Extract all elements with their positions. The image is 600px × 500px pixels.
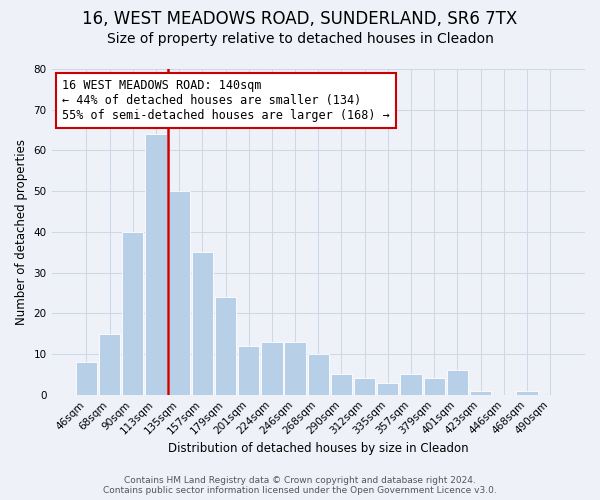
Text: Contains HM Land Registry data © Crown copyright and database right 2024.
Contai: Contains HM Land Registry data © Crown c… <box>103 476 497 495</box>
Bar <box>331 374 352 394</box>
Bar <box>400 374 422 394</box>
Y-axis label: Number of detached properties: Number of detached properties <box>15 139 28 325</box>
Text: Size of property relative to detached houses in Cleadon: Size of property relative to detached ho… <box>107 32 493 46</box>
Bar <box>284 342 306 394</box>
Bar <box>261 342 283 394</box>
X-axis label: Distribution of detached houses by size in Cleadon: Distribution of detached houses by size … <box>168 442 469 455</box>
Bar <box>215 297 236 394</box>
Bar <box>470 390 491 394</box>
Bar <box>122 232 143 394</box>
Bar <box>76 362 97 394</box>
Bar <box>424 378 445 394</box>
Bar <box>169 191 190 394</box>
Bar <box>516 390 538 394</box>
Bar <box>377 382 398 394</box>
Bar <box>145 134 167 394</box>
Bar <box>446 370 468 394</box>
Bar <box>238 346 259 395</box>
Bar <box>308 354 329 395</box>
Bar <box>99 334 120 394</box>
Text: 16 WEST MEADOWS ROAD: 140sqm
← 44% of detached houses are smaller (134)
55% of s: 16 WEST MEADOWS ROAD: 140sqm ← 44% of de… <box>62 79 390 122</box>
Text: 16, WEST MEADOWS ROAD, SUNDERLAND, SR6 7TX: 16, WEST MEADOWS ROAD, SUNDERLAND, SR6 7… <box>82 10 518 28</box>
Bar <box>354 378 375 394</box>
Bar <box>191 252 213 394</box>
